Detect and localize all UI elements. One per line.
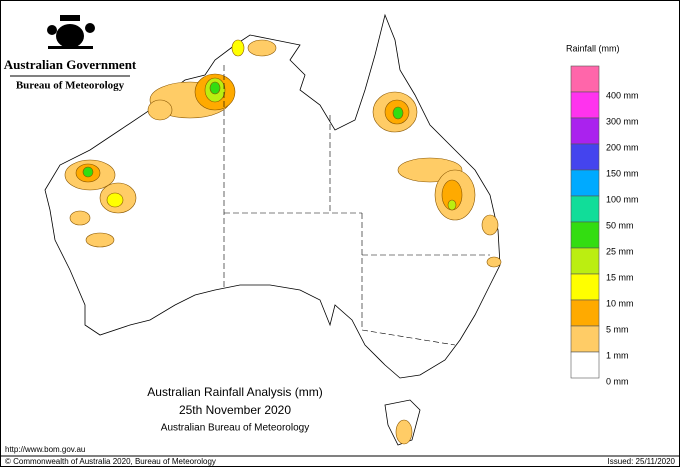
legend-swatch: [570, 351, 600, 379]
url: http://www.bom.gov.au: [5, 445, 85, 454]
legend-swatch: [570, 169, 600, 197]
legend-label: 5 mm: [606, 324, 629, 334]
legend-label: 25 mm: [606, 246, 634, 256]
agency-name: Bureau of Meteorology: [16, 80, 125, 92]
legend-swatch: [570, 299, 600, 327]
map-title: Australian Rainfall Analysis (mm): [147, 385, 322, 399]
legend-label: 300 mm: [606, 116, 639, 126]
legend-label: 0 mm: [606, 376, 629, 386]
legend-label: 50 mm: [606, 220, 634, 230]
legend-title: Rainfall (mm): [566, 43, 620, 53]
legend-label: 10 mm: [606, 298, 634, 308]
legend-swatch: [570, 91, 600, 119]
legend-label: 150 mm: [606, 168, 639, 178]
issued: Issued: 25/11/2020: [608, 457, 676, 466]
legend-label: 200 mm: [606, 142, 639, 152]
legend-swatch: [570, 221, 600, 249]
legend-swatch: [570, 65, 600, 93]
crest: [47, 15, 95, 49]
legend-swatch: [570, 195, 600, 223]
legend: 400 mm 300 mm 200 mm 150 mm 100 mm 50 mm 25 mm…: [570, 65, 639, 386]
copyright: © Commonwealth of Australia 2020, Bureau…: [5, 457, 216, 466]
state-borders: [223, 65, 490, 346]
legend-swatch: [570, 325, 600, 353]
legend-label: 400 mm: [606, 90, 639, 100]
map-date: 25th November 2020: [179, 403, 291, 417]
legend-swatch: [570, 143, 600, 171]
legend-label: 15 mm: [606, 272, 634, 282]
legend-swatch: [570, 273, 600, 301]
rainfall-areas: [64, 39, 502, 445]
gov-name: Australian Government: [4, 57, 137, 72]
legend-swatch: [570, 117, 600, 145]
legend-label: 100 mm: [606, 194, 639, 204]
map-source: Australian Bureau of Meteorology: [161, 423, 309, 434]
legend-label: 1 mm: [606, 350, 629, 360]
legend-swatch: [570, 247, 600, 275]
